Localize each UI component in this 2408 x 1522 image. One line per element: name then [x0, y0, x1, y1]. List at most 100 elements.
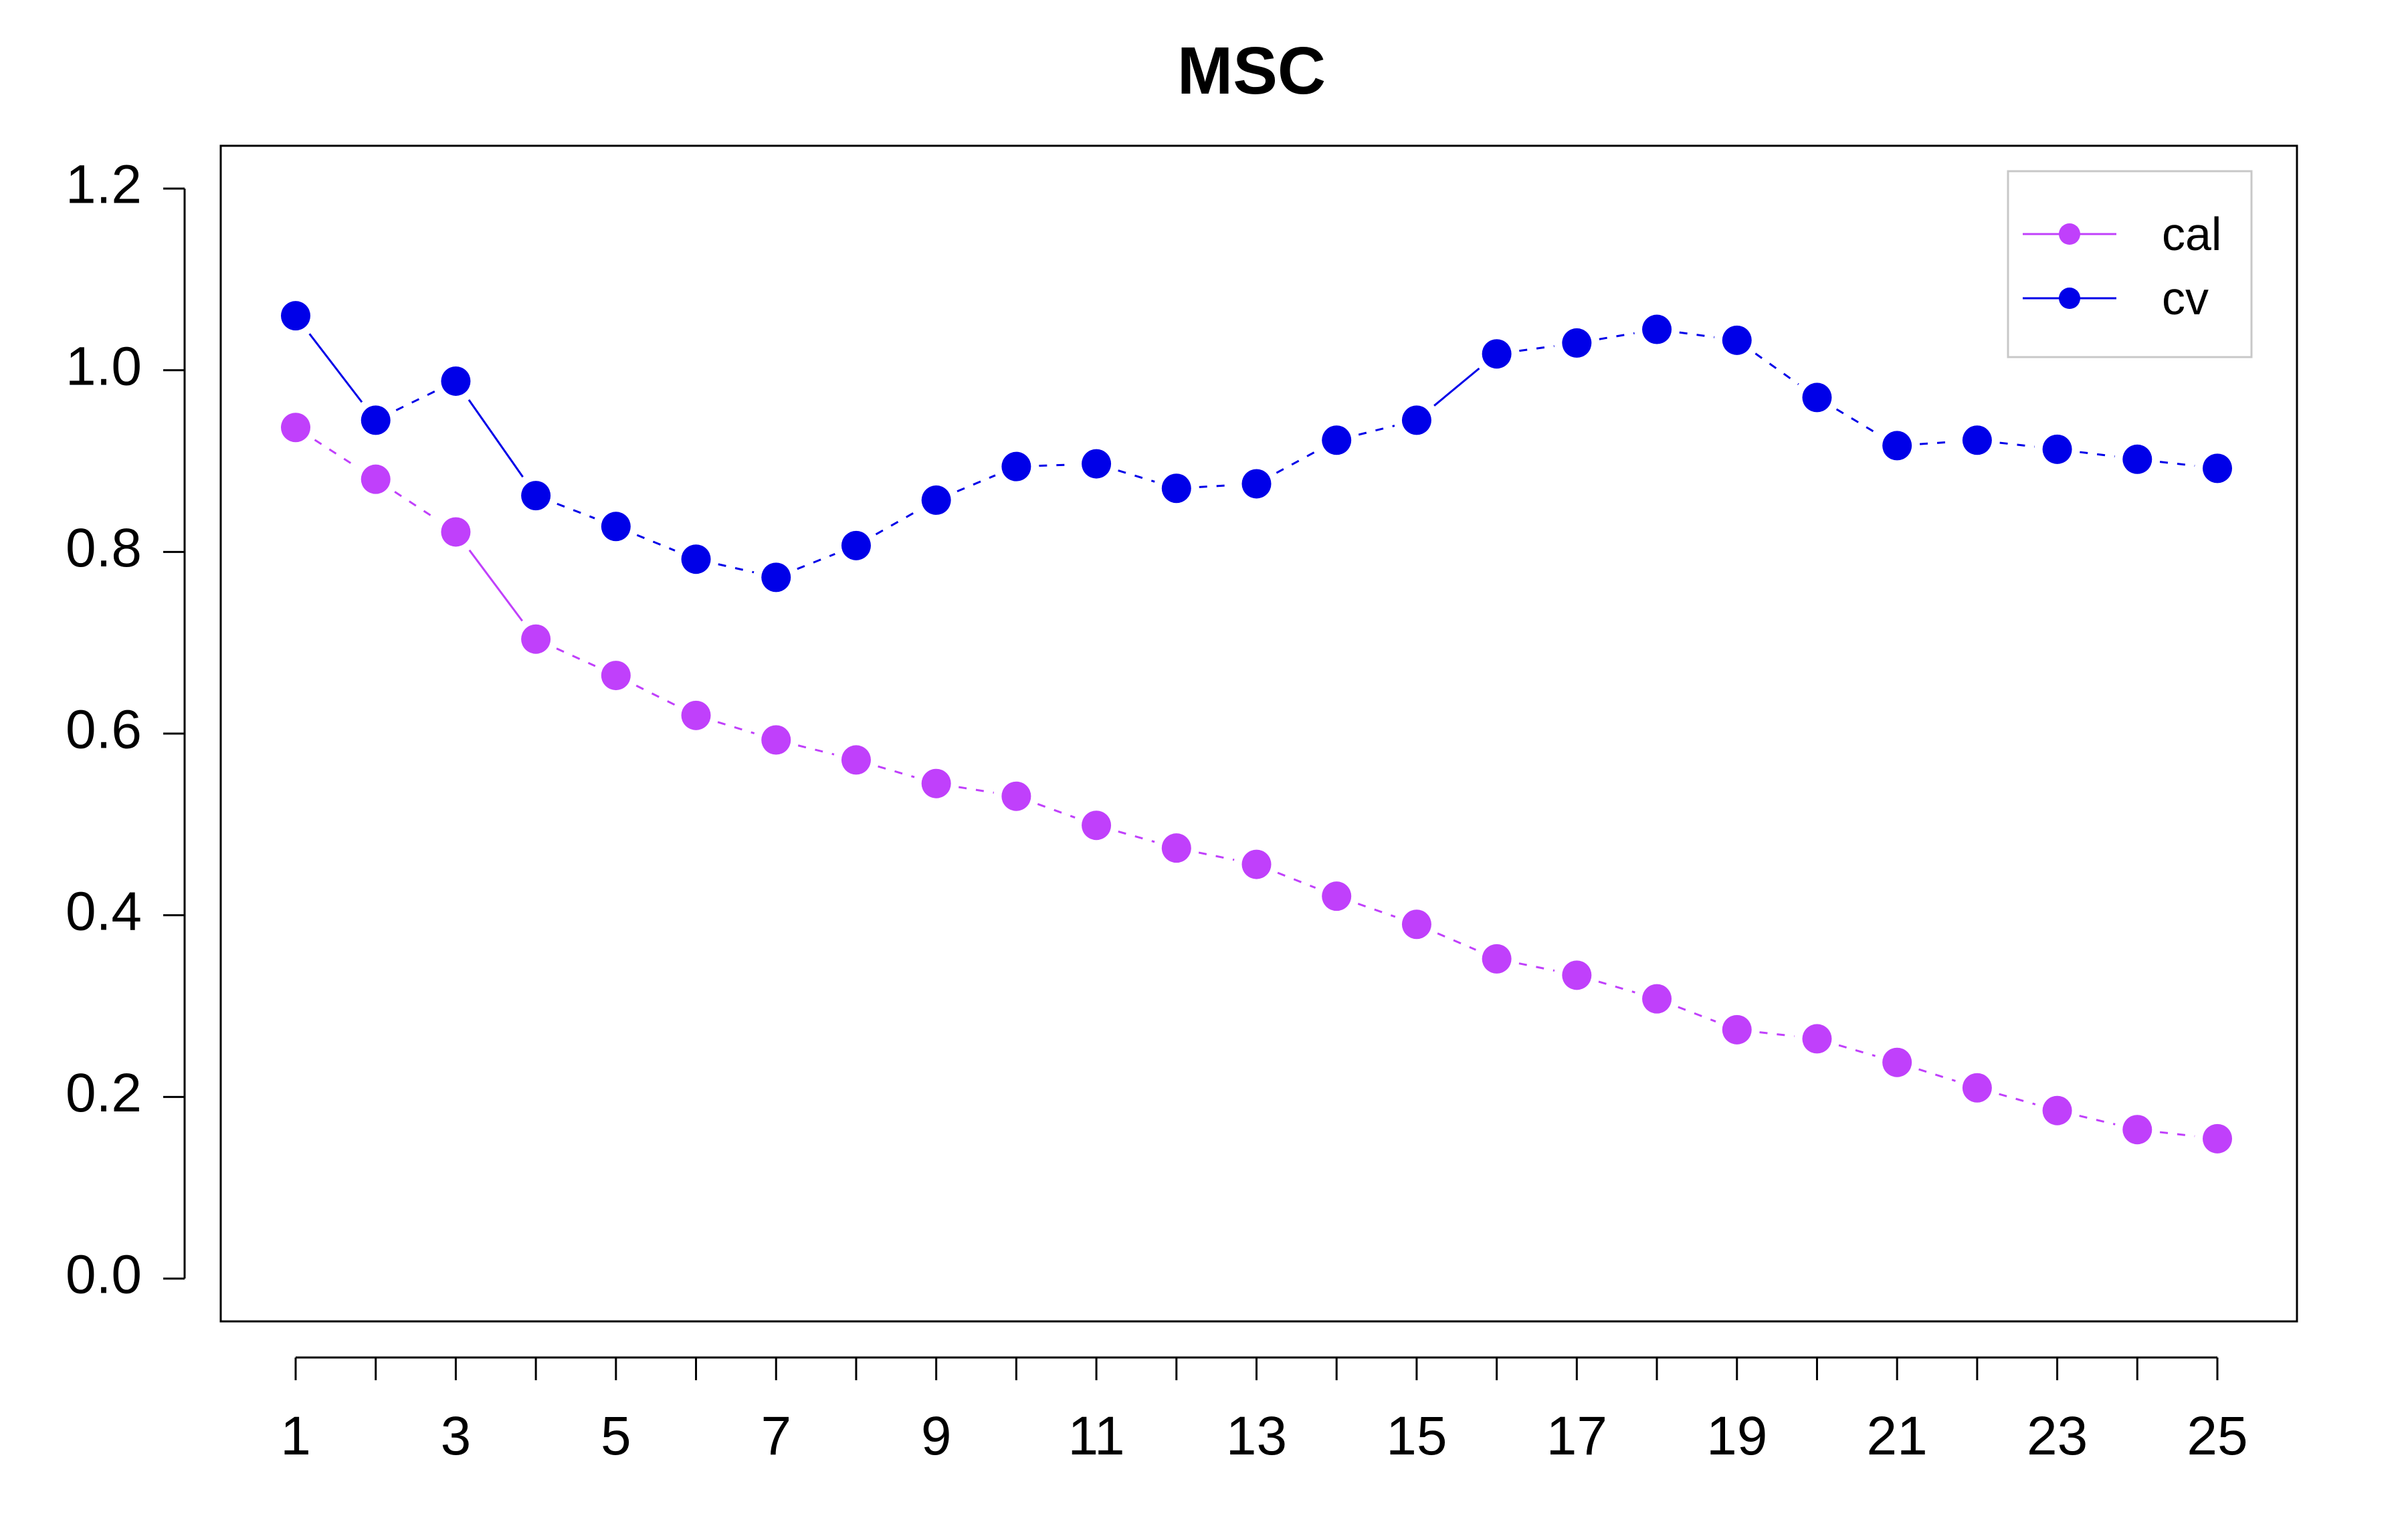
series-line-segment-cal — [1598, 980, 1635, 994]
series-line-segment-cv — [2080, 451, 2115, 458]
x-tick-label: 21 — [1867, 1406, 1928, 1466]
data-point-cv — [1722, 325, 1752, 355]
data-point-cal — [2122, 1115, 2152, 1145]
x-tick-label: 11 — [1068, 1406, 1125, 1466]
series-line-segment-cv — [875, 510, 917, 536]
y-tick-label: 0.8 — [66, 518, 142, 578]
series-line-segment-cal — [1037, 802, 1076, 819]
series-line-segment-cv — [1118, 469, 1155, 483]
legend-marker-cal — [2059, 223, 2080, 245]
series-line-segment-cv — [1519, 345, 1554, 352]
y-tick-label: 1.0 — [66, 336, 142, 397]
chart-title: MSC — [1177, 33, 1326, 108]
series-line-segment-cal — [1198, 851, 1235, 861]
x-axis-ticks: 1 3 5 7 9 11 13 15 17 19 21 23 25 — [280, 1357, 2248, 1466]
data-point-cv — [1802, 383, 1832, 413]
data-point-cv — [1322, 425, 1352, 455]
data-point-cv — [1482, 339, 1512, 369]
data-point-cal — [601, 661, 631, 691]
x-tick-label: 15 — [1386, 1406, 1447, 1466]
x-tick-label: 3 — [441, 1406, 472, 1466]
x-tick-label: 5 — [601, 1406, 631, 1466]
data-point-cal — [1882, 1047, 1912, 1077]
series-line-segment-cv — [1199, 483, 1234, 488]
series-line-segment-cal — [394, 491, 437, 521]
data-point-cv — [1161, 473, 1191, 504]
data-point-cal — [761, 725, 791, 755]
data-point-cal — [2203, 1123, 2232, 1154]
data-point-cal — [1161, 833, 1191, 863]
data-point-cv — [2122, 444, 2152, 474]
series-line-segment-cal — [1118, 831, 1155, 843]
data-point-cv — [921, 485, 951, 515]
series-line-segment-cv — [1754, 352, 1799, 385]
series-line-segment-cal — [468, 549, 523, 622]
data-point-cv — [441, 366, 471, 396]
series-line-segment-cv — [957, 474, 996, 493]
legend-box — [2007, 170, 2253, 358]
data-point-cv — [1962, 425, 1992, 455]
series-cal — [281, 413, 2232, 1154]
data-point-cal — [1962, 1073, 1992, 1103]
legend: cal cv — [2007, 170, 2253, 358]
series-layer — [281, 301, 2232, 1154]
series-line-segment-cv — [308, 333, 363, 403]
data-point-cal — [441, 517, 471, 547]
series-cv — [281, 301, 2232, 592]
x-tick-label: 13 — [1226, 1406, 1287, 1466]
y-tick-label: 1.2 — [66, 154, 142, 215]
y-tick-label: 0.6 — [66, 699, 142, 760]
data-point-cal — [1001, 781, 1031, 811]
x-tick-label: 17 — [1546, 1406, 1607, 1466]
series-line-segment-cv — [1999, 441, 2035, 448]
series-line-segment-cv — [468, 399, 524, 478]
data-point-cv — [601, 512, 631, 542]
x-tick-label: 25 — [2187, 1406, 2247, 1466]
series-line-segment-cal — [878, 765, 915, 778]
plot-frame — [219, 144, 2298, 1323]
series-line-segment-cv — [2159, 461, 2195, 467]
x-tick-label: 23 — [2027, 1406, 2088, 1466]
series-line-segment-cv — [1276, 450, 1318, 474]
data-point-cal — [1082, 810, 1112, 841]
series-line-segment-cv — [1919, 441, 1955, 445]
series-line-segment-cal — [1518, 962, 1555, 972]
series-line-segment-cal — [314, 439, 357, 468]
series-line-segment-cal — [1759, 1031, 1795, 1038]
y-tick-label: 0.2 — [66, 1063, 142, 1123]
x-tick-label: 1 — [280, 1406, 311, 1466]
data-point-cal — [1241, 849, 1272, 879]
series-line-segment-cv — [1679, 331, 1715, 338]
series-line-segment-cal — [1357, 903, 1396, 918]
data-point-cal — [1722, 1014, 1752, 1045]
data-point-cal — [1401, 909, 1431, 940]
series-line-segment-cv — [557, 502, 595, 520]
y-axis-ticks: 0.0 0.2 0.4 0.6 0.8 1.0 1.2 — [66, 154, 185, 1305]
data-point-cal — [841, 745, 871, 775]
data-point-cv — [361, 405, 391, 435]
series-line-segment-cal — [797, 744, 835, 756]
x-tick-label: 7 — [761, 1406, 791, 1466]
series-line-segment-cv — [718, 563, 755, 574]
y-tick-label: 0.4 — [66, 881, 142, 942]
series-line-segment-cv — [1599, 332, 1635, 340]
data-point-cal — [2042, 1095, 2072, 1125]
series-line-segment-cal — [717, 721, 755, 734]
series-line-segment-cv — [636, 534, 676, 552]
series-line-segment-cv — [395, 390, 436, 411]
data-point-cal — [921, 768, 951, 798]
series-line-segment-cal — [1838, 1044, 1876, 1057]
data-point-cv — [841, 530, 871, 560]
series-line-segment-cv — [1835, 408, 1878, 435]
series-line-segment-cal — [1918, 1068, 1956, 1082]
series-line-segment-cal — [959, 786, 995, 794]
data-point-cv — [1401, 405, 1431, 435]
data-point-cv — [1001, 451, 1031, 481]
data-point-cal — [1642, 984, 1672, 1014]
data-point-cal — [1322, 881, 1352, 911]
series-line-segment-cv — [1433, 367, 1480, 407]
series-line-segment-cv — [1039, 463, 1074, 467]
series-line-segment-cal — [1678, 1006, 1716, 1022]
